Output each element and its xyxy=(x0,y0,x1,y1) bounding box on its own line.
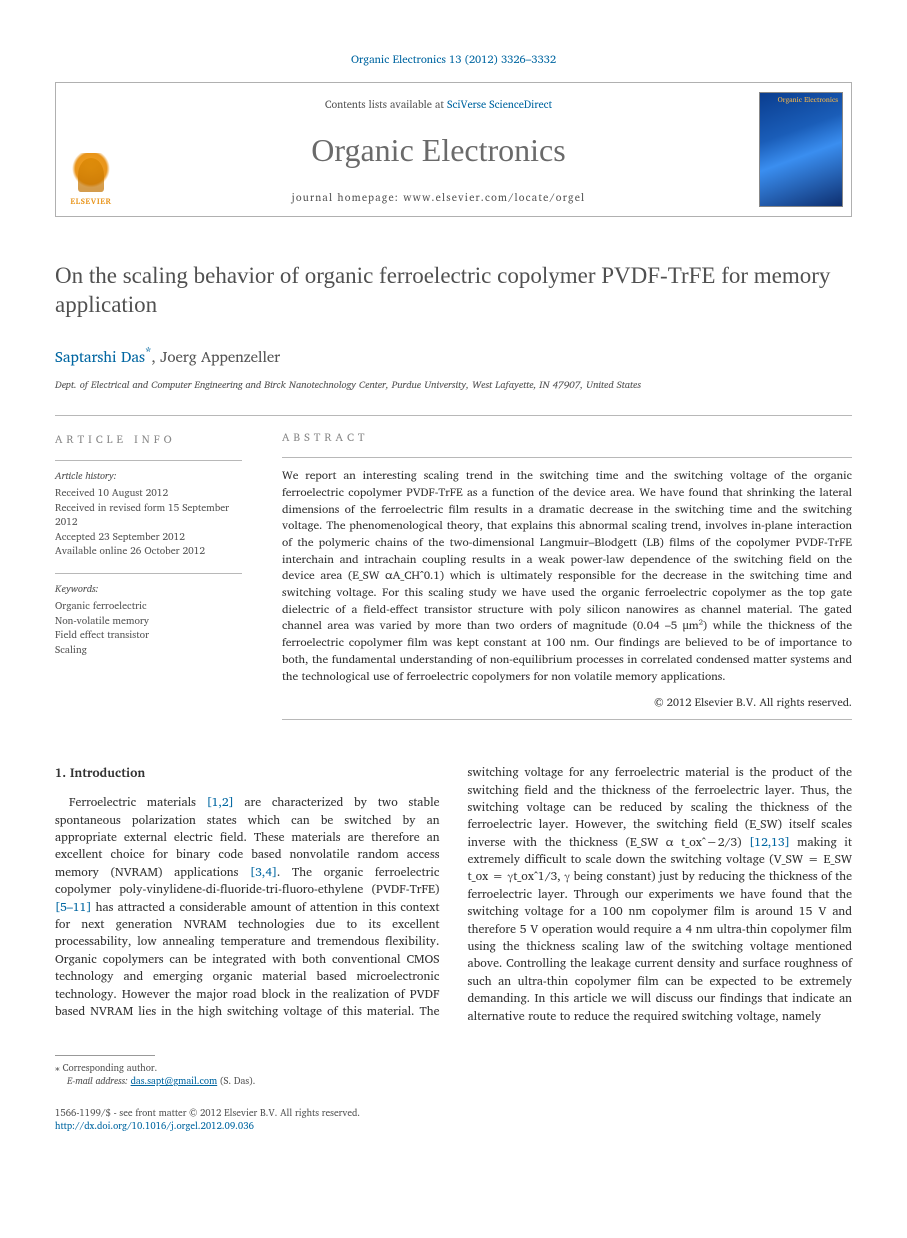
elsevier-wordmark: ELSEVIER xyxy=(70,194,111,208)
history-line: Accepted 23 September 2012 xyxy=(55,530,242,545)
journal-reference: Organic Electronics 13 (2012) 3326–3332 xyxy=(55,50,852,68)
corresponding-footnote: ⁎ Corresponding author. E-mail address: … xyxy=(55,1062,852,1089)
history-line: Received 10 August 2012 xyxy=(55,486,242,501)
page: Organic Electronics 13 (2012) 3326–3332 … xyxy=(0,0,907,1173)
journal-homepage: journal homepage: www.elsevier.com/locat… xyxy=(292,188,586,206)
body-text: Ferroelectric materials xyxy=(69,793,207,812)
abstract-column: ABSTRACT We report an interesting scalin… xyxy=(260,416,852,735)
article-history-block: Article history: Received 10 August 2012… xyxy=(55,460,242,559)
cover-thumb-area: Organic Electronics xyxy=(751,83,851,216)
journal-cover-thumbnail[interactable]: Organic Electronics xyxy=(759,92,843,207)
contents-prefix: Contents lists available at xyxy=(325,95,447,113)
elsevier-logo[interactable]: ELSEVIER xyxy=(66,153,116,208)
publisher-logo-area: ELSEVIER xyxy=(56,83,126,216)
article-info-column: ARTICLE INFO Article history: Received 1… xyxy=(55,416,260,735)
citation-link[interactable]: [3,4] xyxy=(250,863,277,882)
history-line: Received in revised form 15 September 20… xyxy=(55,501,242,530)
author-link[interactable]: Saptarshi Das xyxy=(55,344,145,369)
abstract-text: We report an interesting scaling trend i… xyxy=(282,468,852,685)
footnote-separator xyxy=(55,1055,155,1056)
sciencedirect-link[interactable]: SciVerse ScienceDirect xyxy=(447,95,552,113)
elsevier-tree-icon xyxy=(70,153,112,192)
author-rest: , Joerg Appenzeller xyxy=(152,344,281,369)
bottom-matter: 1566-1199/$ - see front matter © 2012 El… xyxy=(55,1107,852,1134)
abstract-copyright: © 2012 Elsevier B.V. All rights reserved… xyxy=(282,695,852,711)
citation-link[interactable]: [1,2] xyxy=(207,793,234,812)
keyword: Non-volatile memory xyxy=(55,614,242,629)
history-line: Available online 26 October 2012 xyxy=(55,544,242,559)
journal-title: Organic Electronics xyxy=(311,132,565,169)
masthead-center: Contents lists available at SciVerse Sci… xyxy=(126,83,751,216)
corr-author-label: ⁎ Corresponding author. xyxy=(55,1062,852,1075)
body-paragraph: Ferroelectric materials [1,2] are charac… xyxy=(55,764,852,1025)
history-label: Article history: xyxy=(55,469,242,484)
info-abstract-row: ARTICLE INFO Article history: Received 1… xyxy=(55,415,852,735)
citation-link[interactable]: [12,13] xyxy=(749,833,790,852)
email-suffix: (S. Das). xyxy=(217,1074,255,1089)
journal-ref-link[interactable]: Organic Electronics 13 (2012) 3326–3332 xyxy=(351,50,556,68)
author-email-link[interactable]: das.sapt@gmail.com xyxy=(131,1074,218,1089)
contents-line: Contents lists available at SciVerse Sci… xyxy=(325,95,552,113)
issn-line: 1566-1199/$ - see front matter © 2012 El… xyxy=(55,1107,852,1120)
keywords-block: Keywords: Organic ferroelectric Non-vola… xyxy=(55,573,242,658)
keyword: Organic ferroelectric xyxy=(55,599,242,614)
section-heading: 1. Introduction xyxy=(55,764,440,782)
citation-link[interactable]: [5–11] xyxy=(55,898,91,917)
doi-link[interactable]: http://dx.doi.org/10.1016/j.orgel.2012.0… xyxy=(55,1119,254,1134)
body-text: making it extremely difficult to scale d… xyxy=(468,833,853,1026)
keywords-label: Keywords: xyxy=(55,582,242,597)
keyword: Scaling xyxy=(55,643,242,658)
masthead: ELSEVIER Contents lists available at Sci… xyxy=(55,82,852,217)
body-text: has attracted a considerable amount of a… xyxy=(55,898,440,1004)
keyword: Field effect transistor xyxy=(55,628,242,643)
article-info-heading: ARTICLE INFO xyxy=(55,430,242,448)
authors: Saptarshi Das*, Joerg Appenzeller xyxy=(55,340,852,369)
affiliation: Dept. of Electrical and Computer Enginee… xyxy=(55,377,852,393)
email-label: E-mail address: xyxy=(67,1074,131,1089)
cover-label: Organic Electronics xyxy=(778,97,838,105)
abstract-heading: ABSTRACT xyxy=(282,430,852,446)
body-columns: 1. Introduction Ferroelectric materials … xyxy=(55,764,852,1025)
article-title: On the scaling behavior of organic ferro… xyxy=(55,262,852,320)
